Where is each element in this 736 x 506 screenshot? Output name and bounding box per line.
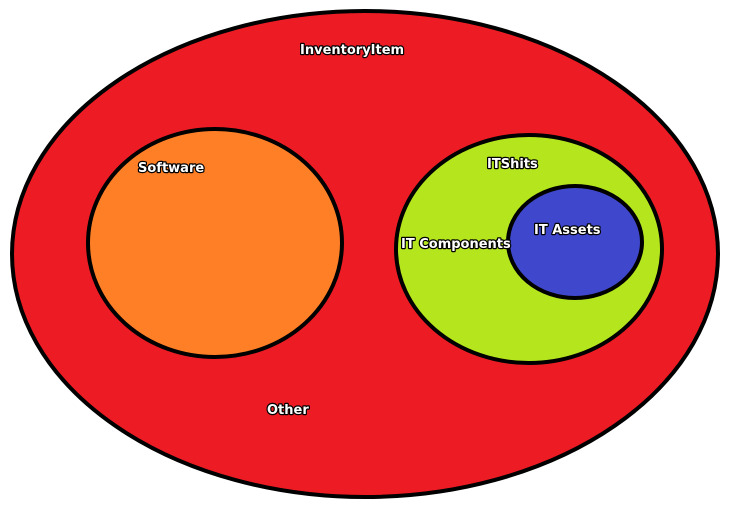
it-components-label: IT Components — [401, 237, 511, 252]
set-software-shape — [86, 127, 344, 359]
set-software-label: Software — [138, 161, 204, 176]
other-label: Other — [267, 403, 309, 418]
set-inventory-item-label: InventoryItem — [300, 43, 404, 58]
set-it-assets-shape — [506, 184, 644, 300]
set-it-assets-label: IT Assets — [534, 223, 601, 238]
set-itshits-label: ITShits — [487, 157, 538, 172]
